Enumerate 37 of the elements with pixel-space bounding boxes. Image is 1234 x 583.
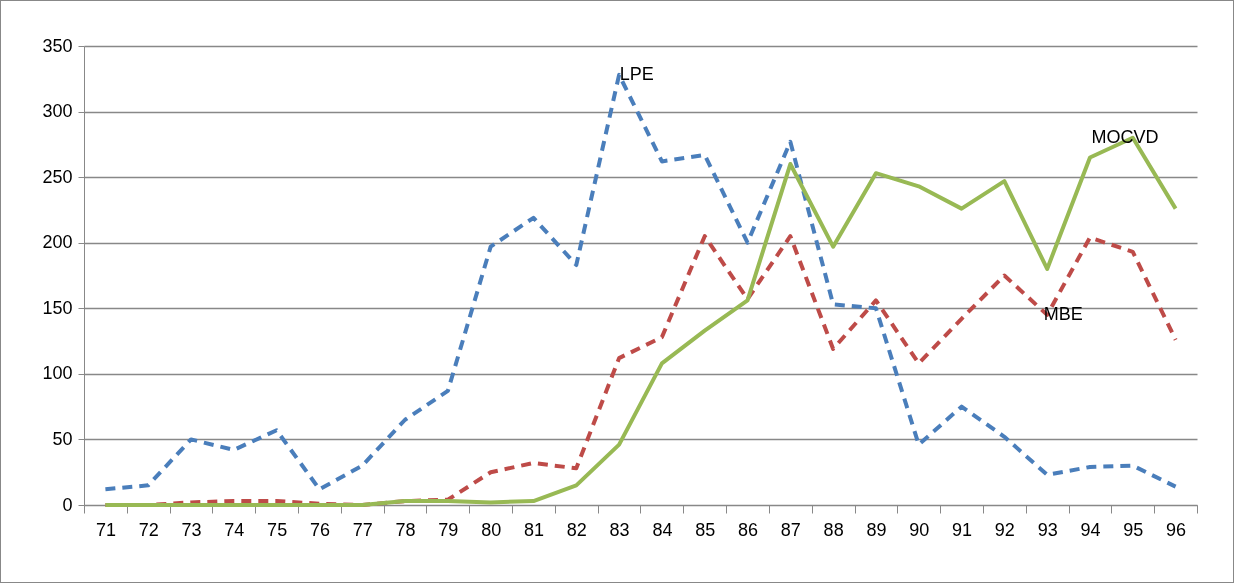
x-tick-label: 72 xyxy=(138,519,159,540)
x-tick-label: 90 xyxy=(909,519,930,540)
series-label: LPE xyxy=(619,63,654,84)
x-tick-label: 87 xyxy=(780,519,801,540)
y-tick-label: 200 xyxy=(42,232,73,253)
x-tick-label: 82 xyxy=(566,519,587,540)
y-tick-label: 0 xyxy=(62,494,73,515)
y-tick-label: 250 xyxy=(42,166,73,187)
x-tick-label: 78 xyxy=(395,519,416,540)
x-tick-label: 81 xyxy=(523,519,544,540)
y-tick-label: 50 xyxy=(52,428,73,449)
x-tick-label: 85 xyxy=(695,519,716,540)
series-label: MOCVD xyxy=(1091,126,1159,147)
x-tick-label: 89 xyxy=(866,519,887,540)
x-tick-label: 91 xyxy=(952,519,973,540)
x-tick-label: 84 xyxy=(652,519,673,540)
y-tick-label: 150 xyxy=(42,297,73,318)
x-tick-label: 94 xyxy=(1080,519,1101,540)
x-tick-label: 75 xyxy=(267,519,288,540)
x-tick-label: 73 xyxy=(181,519,202,540)
series-label: MBE xyxy=(1043,303,1083,324)
x-tick-label: 80 xyxy=(481,519,502,540)
y-tick-label: 350 xyxy=(42,35,73,56)
x-tick-label: 93 xyxy=(1037,519,1058,540)
x-tick-label: 88 xyxy=(823,519,844,540)
x-tick-label: 96 xyxy=(1166,519,1187,540)
x-tick-label: 95 xyxy=(1123,519,1144,540)
x-tick-label: 76 xyxy=(309,519,330,540)
x-tick-label: 83 xyxy=(609,519,630,540)
y-tick-label: 300 xyxy=(42,101,73,122)
x-tick-label: 74 xyxy=(224,519,245,540)
x-tick-label: 71 xyxy=(95,519,116,540)
x-tick-label: 86 xyxy=(738,519,759,540)
x-tick-label: 79 xyxy=(438,519,459,540)
y-tick-label: 100 xyxy=(42,363,73,384)
x-tick-label: 77 xyxy=(352,519,373,540)
x-tick-label: 92 xyxy=(994,519,1015,540)
